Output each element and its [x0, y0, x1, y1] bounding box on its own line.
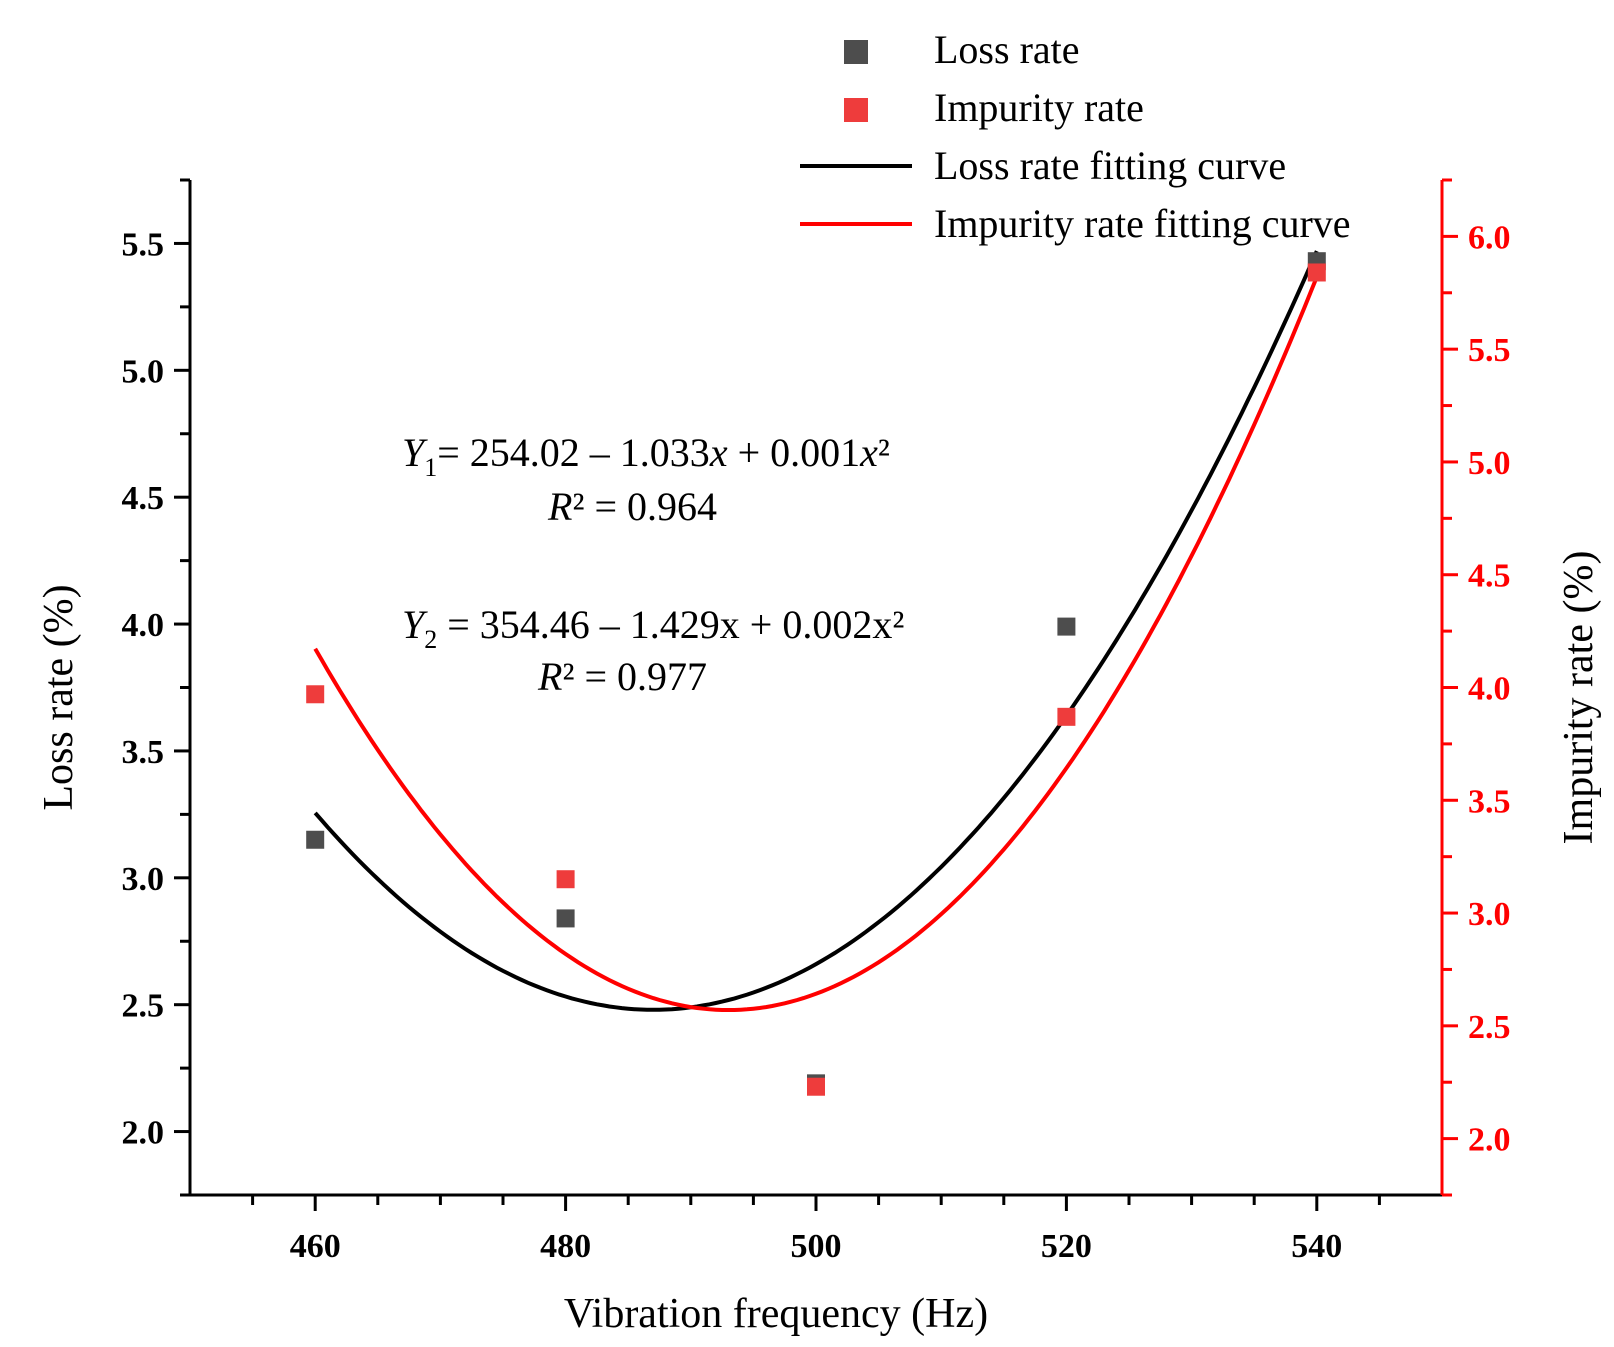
y-left-axis-title: Loss rate (%)	[36, 584, 82, 810]
y-right-tick-label: 5.5	[1468, 332, 1511, 369]
impurity-rate-point	[807, 1077, 825, 1096]
impurity-rate-point	[556, 870, 575, 889]
loss-rate-fit-curve	[313, 250, 1319, 1012]
legend-label: Loss rate	[934, 27, 1080, 72]
legend: Loss rate Impurity rate Loss rate fitting …	[800, 27, 1351, 246]
fitting-curves	[313, 250, 1319, 1012]
legend-label: Loss rate fitting curve	[934, 143, 1286, 188]
x-axis-title: Vibration frequency (Hz)	[564, 1291, 988, 1337]
y-right-axis-title: Impurity rate (%)	[1556, 551, 1602, 845]
x-tick-label: 500	[791, 1228, 842, 1265]
r-squared-2: R² = 0.977	[537, 654, 707, 699]
y-left-tick-label: 3.0	[122, 861, 165, 898]
impurity-rate-point	[1307, 263, 1326, 282]
y-left-tick-label: 2.5	[122, 988, 165, 1025]
r-squared-1: R² = 0.964	[547, 484, 717, 529]
legend-label: Impurity rate fitting curve	[934, 201, 1351, 246]
y-right-tick-label: 2.5	[1468, 1009, 1511, 1046]
y-right-tick-label: 4.5	[1468, 558, 1511, 595]
y-right-tick-label: 3.0	[1468, 896, 1511, 933]
y-left-tick-label: 5.0	[122, 353, 165, 390]
y-left-tick-label: 5.5	[122, 226, 165, 263]
y-right-tick-label: 6.0	[1468, 219, 1511, 256]
impurity-rate-point	[306, 685, 325, 704]
equation-2: Y2 = 354.46 – 1.429x + 0.002x²	[402, 602, 904, 654]
legend-marker-swatch	[844, 98, 868, 122]
x-tick-label: 540	[1291, 1228, 1342, 1265]
loss-rate-point	[306, 830, 325, 849]
x-tick-label: 520	[1041, 1228, 1092, 1265]
y-left-tick-label: 3.5	[122, 734, 165, 771]
y-left-tick-label: 4.0	[122, 607, 165, 644]
impurity-rate-point	[1057, 707, 1076, 726]
legend-marker-swatch	[844, 40, 868, 64]
data-points	[306, 252, 1326, 1096]
loss-rate-point	[1057, 617, 1076, 636]
y-right-tick-label: 3.5	[1468, 783, 1511, 820]
y-right-tick-label: 5.0	[1468, 445, 1511, 482]
equation-1: Y1= 254.02 – 1.033x + 0.001x²	[402, 430, 890, 482]
y-left-tick-label: 4.5	[122, 480, 165, 517]
legend-label: Impurity rate	[934, 85, 1144, 130]
loss-rate-point	[556, 909, 575, 928]
y-right-tick-label: 2.0	[1468, 1122, 1511, 1159]
impurity-rate-fit-curve	[313, 276, 1319, 1012]
x-tick-label: 480	[540, 1228, 591, 1265]
y-left-tick-label: 2.0	[122, 1115, 165, 1152]
x-tick-label: 460	[290, 1228, 341, 1265]
axes: 460 480 500 520 540 2.0 2.5 3.0 3.5 4.0 4.5 5.0 5.5 2…	[36, 178, 1602, 1337]
y-right-tick-label: 4.0	[1468, 671, 1511, 708]
